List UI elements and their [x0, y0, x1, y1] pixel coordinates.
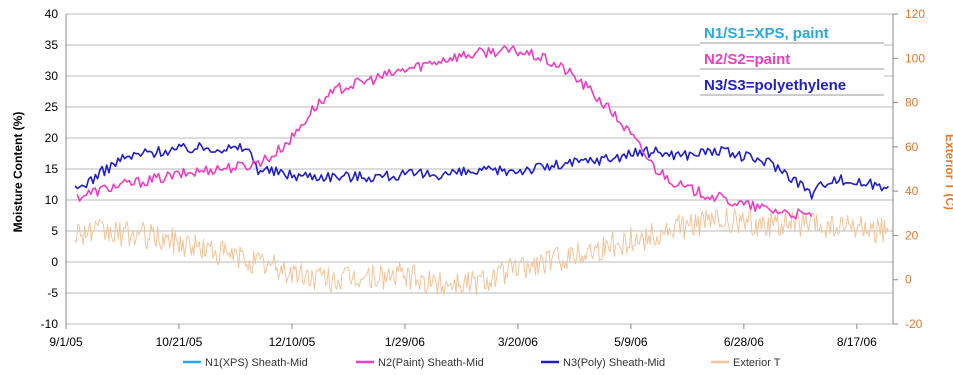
left-tick-label: 40 [45, 7, 59, 21]
annotation-label: N1/S1=XPS, paint [704, 25, 829, 42]
left-tick-label: -10 [41, 317, 59, 331]
left-tick-label: -5 [47, 286, 58, 300]
x-tick-label: 6/28/06 [724, 335, 764, 349]
series-line-n3 [74, 142, 890, 200]
legend-label: N1(XPS) Sheath-Mid [205, 357, 308, 369]
legend-label: Exterior T [733, 357, 781, 369]
legend: N1(XPS) Sheath-Mid N2(Paint) Sheath-Mid N3… [183, 357, 781, 369]
right-tick-label: -20 [905, 317, 923, 331]
legend-label: N2(Paint) Sheath-Mid [378, 357, 484, 369]
series-layer [74, 45, 890, 296]
x-tick-label: 8/17/06 [837, 335, 877, 349]
left-tick-label: 5 [51, 224, 58, 238]
gridlines [65, 13, 894, 325]
x-tick-label: 12/10/05 [269, 335, 316, 349]
left-tick-label: 0 [51, 255, 58, 269]
left-axis-ticks: 40 35 30 25 20 15 10 5 0 -5 -10 [41, 7, 59, 331]
right-tick-label: 80 [905, 96, 919, 110]
left-tick-label: 25 [45, 100, 59, 114]
annotation-background [700, 18, 884, 96]
left-tick-label: 30 [45, 69, 59, 83]
right-tick-label: 0 [905, 273, 912, 287]
left-tick-label: 35 [45, 38, 59, 52]
x-tick-label: 10/21/05 [156, 335, 203, 349]
right-tick-label: 120 [905, 7, 925, 21]
right-axis-title: Exterior T (C) [943, 134, 953, 210]
left-axis-title: Moisture Content (%) [11, 112, 25, 233]
annotation-label: N2/S2=paint [704, 51, 790, 68]
x-tick-label: 9/1/05 [49, 335, 83, 349]
x-tick-label: 3/20/06 [498, 335, 538, 349]
right-tick-label: 60 [905, 140, 919, 154]
right-tick-label: 100 [905, 51, 925, 65]
left-tick-label: 15 [45, 162, 59, 176]
series-line-n2 [76, 45, 813, 220]
left-tick-label: 10 [45, 193, 59, 207]
x-tick-label: 1/29/06 [385, 335, 425, 349]
x-tick-label: 5/9/06 [614, 335, 648, 349]
x-axis-ticks: 9/1/05 10/21/05 12/10/05 1/29/06 3/20/06 5/9/… [49, 324, 877, 349]
legend-label: N3(Poly) Sheath-Mid [563, 357, 665, 369]
left-tick-label: 20 [45, 131, 59, 145]
annotation-label: N3/S3=polyethylene [704, 77, 846, 94]
annotation-box: N1/S1=XPS, paint N2/S2=paint N3/S3=polyeth… [700, 18, 884, 96]
right-tick-label: 20 [905, 228, 919, 242]
right-tick-label: 40 [905, 184, 919, 198]
series-line-ext [74, 208, 889, 296]
right-axis-ticks: 120 100 80 60 40 20 0 -20 [893, 7, 925, 331]
